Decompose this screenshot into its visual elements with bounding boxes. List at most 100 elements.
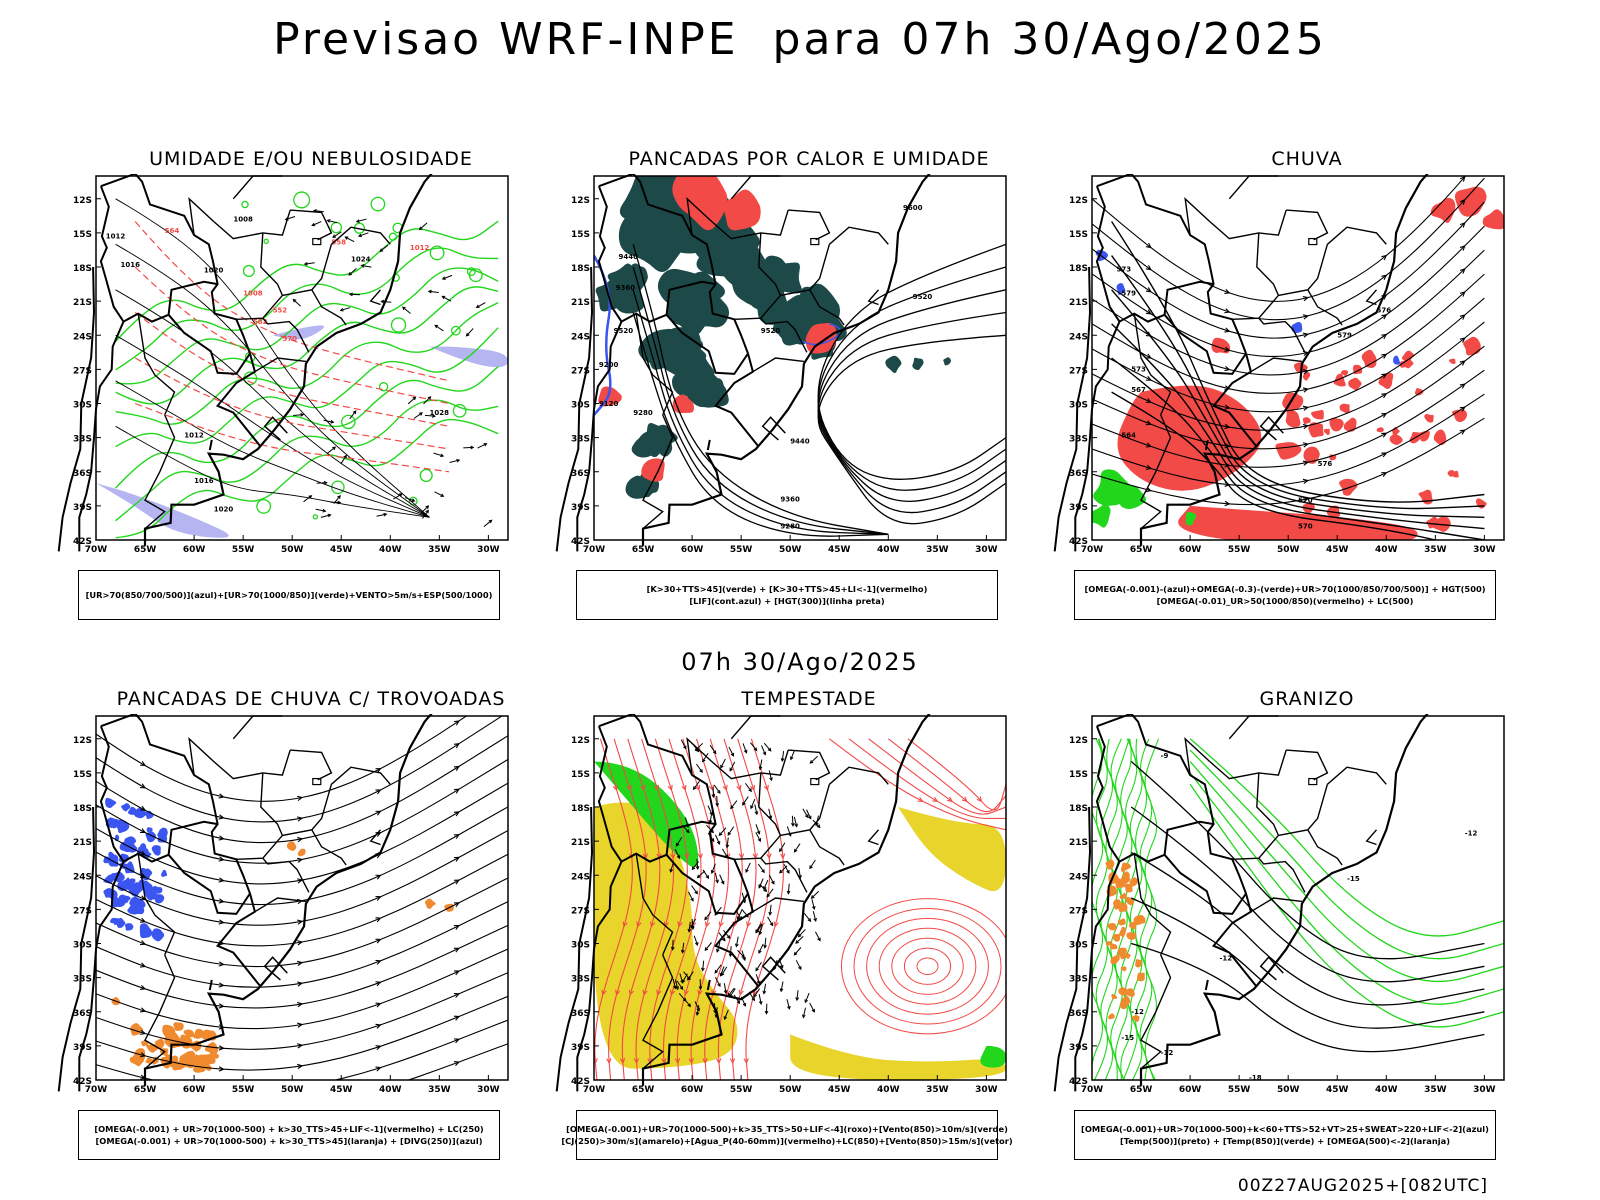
streamline-arrow [1302, 405, 1310, 411]
country-border [576, 321, 623, 552]
streamline-arrow [140, 761, 147, 767]
lon-label: 40W [1375, 1085, 1398, 1095]
streamline-arrow [670, 989, 676, 996]
humidity-low-contour [391, 273, 400, 282]
wind-vector [793, 816, 798, 827]
wind-vector-head [795, 997, 800, 1002]
lon-label: 60W [183, 1085, 206, 1095]
plot-border [593, 715, 1007, 1081]
humidity-low-contour [330, 221, 343, 234]
country-border [167, 314, 251, 375]
streamline-arrow [1381, 412, 1388, 418]
rain-shading [1451, 409, 1468, 423]
wind-vector [695, 742, 704, 751]
wind-vector [422, 510, 429, 519]
wind-vector [349, 293, 360, 296]
streamline-arrow [1302, 423, 1310, 430]
lat-label: 27S [1069, 906, 1088, 916]
panel-trovoadas: PANCADAS DE CHUVA C/ TROVOADAS 12S 15S 18S… [46, 688, 516, 1188]
streamline-arrow [1145, 464, 1153, 470]
wind-vector-head [758, 949, 762, 954]
state-border [1209, 749, 1287, 780]
isobar [115, 380, 430, 518]
instability-shading [663, 327, 707, 365]
wind-vector-head [717, 983, 721, 988]
wind-vector [758, 878, 764, 888]
streamline-arrow [375, 959, 382, 965]
thunderstorm-shading [297, 848, 306, 857]
wind-vector [794, 843, 801, 853]
streamline-850 [848, 738, 1006, 819]
streamline-850 [878, 927, 977, 1005]
wind-vector-head [717, 790, 721, 795]
wind-vector-head [726, 935, 731, 939]
wind-vector [811, 890, 820, 899]
streamline-arrow [681, 784, 687, 792]
wind-vector-head [427, 289, 432, 294]
streamline-arrow [1224, 288, 1231, 294]
streamline-arrow [702, 1058, 708, 1065]
wind-vector [716, 795, 718, 806]
wind-vector-head [716, 840, 721, 845]
streamline-arrow [375, 896, 382, 901]
thunderstorm-shading [179, 1034, 189, 1044]
wind-vector-head [699, 769, 703, 774]
omega-weak-shading [1291, 321, 1303, 334]
humidity-low-contour [242, 264, 255, 277]
state-border [1133, 853, 1172, 956]
wind-vector-head [412, 396, 417, 401]
humidity-low-contour [115, 220, 499, 342]
streamline-arrow [729, 1058, 736, 1065]
omega-500-shading [1120, 862, 1132, 873]
streamline [96, 716, 503, 823]
streamline-arrow [1381, 472, 1388, 477]
state-border [1326, 766, 1387, 785]
legend-box: [OMEGA(-0.001)+UR>70(1000-500)+k>35_TTS>… [561, 1110, 1013, 1160]
wind-vector-head [456, 458, 461, 463]
state-border [686, 736, 713, 776]
state-border [635, 313, 674, 416]
wind-vector [741, 892, 746, 903]
wind-vector [349, 410, 357, 420]
wind-vector [476, 302, 486, 308]
wind-vector-head [683, 745, 687, 750]
divergence-shading [160, 869, 168, 877]
streamline-arrow [708, 784, 714, 792]
wind-vector [681, 942, 685, 953]
lon-label: 60W [681, 1085, 704, 1095]
lat-label: 18S [1069, 804, 1088, 814]
distrito-federal [1308, 777, 1318, 786]
streamline-arrow [1302, 314, 1310, 320]
lon-label: 30W [477, 545, 500, 555]
humidity-low-contour [241, 200, 249, 209]
height-contour [817, 266, 1006, 491]
contour-label: 1012 [106, 233, 126, 241]
wind-vector [768, 770, 773, 781]
streamline-850 [676, 738, 716, 1080]
wind-vector-head [698, 986, 703, 991]
path [380, 204, 395, 218]
coastline [143, 174, 433, 546]
humidity-low-contour [115, 399, 499, 522]
rain-shading [1482, 209, 1504, 230]
wind-vector [702, 960, 705, 971]
wind-vector-head [322, 508, 327, 513]
streamline-arrow [297, 981, 304, 987]
lat-label: 12S [571, 736, 590, 746]
state-border [1140, 954, 1172, 1070]
wind-vector [796, 990, 799, 1001]
wind-vector [723, 983, 727, 994]
thunderstorm-shading [204, 1042, 219, 1056]
country-border [1163, 314, 1247, 375]
state-border [788, 749, 831, 781]
wind-vector-head [805, 814, 809, 819]
wind-vector-head [679, 986, 684, 990]
temp-500-contour [1130, 761, 1485, 960]
streamline-arrow [1302, 478, 1310, 485]
lat-label: 18S [73, 264, 92, 274]
distrito-federal [810, 777, 820, 786]
rain-shading [1302, 417, 1311, 425]
legend-box: [OMEGA(-0.001)+UR>70(1000-500)+k<60+TTS>… [1074, 1110, 1496, 1160]
thickness-line [134, 266, 450, 405]
streamline-arrow [1302, 442, 1310, 448]
